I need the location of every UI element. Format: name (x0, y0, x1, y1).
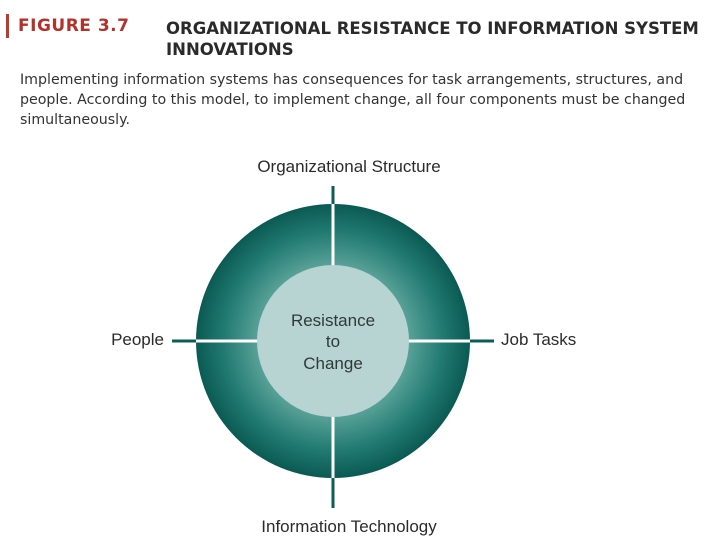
figure-title: ORGANIZATIONAL RESISTANCE TO INFORMATION… (166, 19, 699, 59)
component-label-left: People (111, 330, 164, 349)
component-label-right: Job Tasks (501, 330, 576, 349)
center-label-line1: Resistance (291, 311, 375, 330)
component-label-bottom: Information Technology (261, 517, 437, 536)
center-circle (257, 265, 409, 417)
component-label-top: Organizational Structure (257, 157, 440, 176)
figure-accent-bar (6, 14, 9, 38)
figure-caption: Implementing information systems has con… (20, 72, 686, 128)
center-label-line2: to (326, 332, 340, 351)
center-label-line3: Change (303, 354, 363, 373)
figure-header: FIGURE 3.7 ORGANIZATIONAL RESISTANCE TO … (6, 14, 706, 64)
figure-number: FIGURE 3.7 (18, 16, 130, 36)
